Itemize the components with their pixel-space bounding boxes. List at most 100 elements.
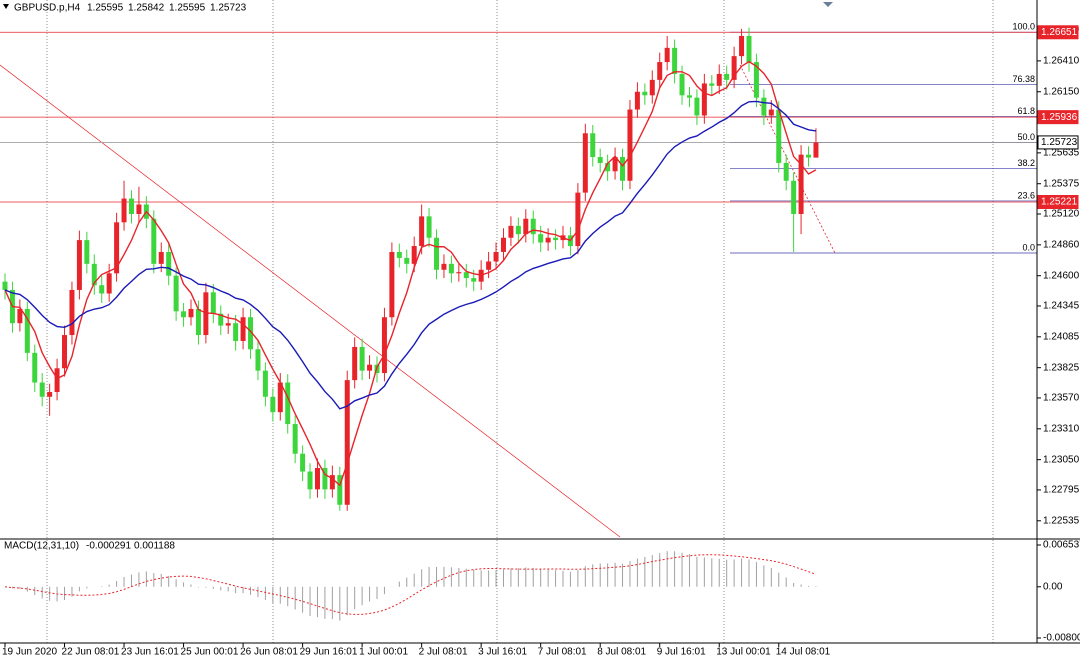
fib-label: 0.0 <box>1022 242 1035 252</box>
fib-label: 61.8 <box>1017 106 1035 116</box>
candle-body <box>99 285 105 294</box>
y-tick-label: 1.25635 <box>1043 148 1080 159</box>
candle-body <box>486 261 492 270</box>
candle-body <box>262 370 268 397</box>
moving-average <box>4 60 817 487</box>
candle-body <box>24 308 30 353</box>
candle-body <box>500 237 506 252</box>
fib-trend-line <box>739 64 836 254</box>
price-box <box>1037 25 1079 40</box>
candle-body <box>47 392 53 397</box>
fib-label: 76.38 <box>1012 74 1035 84</box>
candle-body <box>210 292 216 314</box>
candle-body <box>106 273 112 294</box>
candle-body <box>404 257 410 264</box>
candle-body <box>322 467 328 490</box>
candle-body <box>411 246 417 264</box>
y-tick-label: 1.24345 <box>1043 301 1080 312</box>
candle-body <box>746 35 752 63</box>
candle-body <box>2 281 8 290</box>
y-tick-label: 1.25375 <box>1043 178 1080 189</box>
candle-body <box>367 364 373 371</box>
candle-body <box>538 234 544 243</box>
candle-body <box>188 308 194 318</box>
scroll-marker <box>823 2 833 7</box>
candle-body <box>612 157 618 172</box>
y-tick-label: 1.26410 <box>1043 56 1080 67</box>
candle-body <box>724 73 730 80</box>
candle-body <box>255 349 261 371</box>
candle-body <box>664 47 670 63</box>
price-box <box>1037 195 1079 210</box>
candle-body <box>783 162 789 181</box>
moving-average <box>4 100 817 410</box>
candle-body <box>300 453 306 472</box>
ohlc-high: 1.25842 <box>128 3 165 14</box>
candle-body <box>381 317 387 374</box>
candle-body <box>776 109 782 163</box>
candle-body <box>128 198 134 214</box>
y-tick-label: 1.24085 <box>1043 331 1080 342</box>
macd-main-value: -0.000291 <box>86 541 131 552</box>
candle-body <box>17 308 23 324</box>
candle-body <box>672 47 678 74</box>
candle-body <box>575 192 581 247</box>
candle-body <box>173 275 179 312</box>
candle-body <box>798 154 804 214</box>
x-tick-label: 19 Jun 2020 <box>2 647 57 658</box>
candle-body <box>166 251 172 276</box>
candle-body <box>753 62 759 98</box>
fib-label: 23.6 <box>1017 190 1035 200</box>
candle-body <box>39 382 45 397</box>
candle-body <box>709 83 715 86</box>
candle-body <box>195 308 201 336</box>
y-tick-label: 1.22795 <box>1043 485 1080 496</box>
candle-body <box>768 109 774 116</box>
candle-body <box>620 157 626 181</box>
macd-label: MACD(12,31,10) <box>4 541 79 552</box>
candle-body <box>285 382 291 425</box>
candle-body <box>84 240 90 264</box>
candle-body <box>813 142 819 158</box>
x-tick-label: 1 Jul 00:01 <box>359 647 408 658</box>
y-tick-label: 1.23310 <box>1043 423 1080 434</box>
candle-body <box>649 79 655 96</box>
ohlc-low: 1.25595 <box>169 3 206 14</box>
candle-body <box>657 62 663 80</box>
candle-body <box>76 240 82 290</box>
candle-body <box>493 251 499 262</box>
candle-body <box>337 475 343 505</box>
candle-body <box>359 346 365 371</box>
y-tick-label: 1.24860 <box>1043 239 1080 250</box>
candle-body <box>471 278 477 282</box>
candle-body <box>277 382 283 413</box>
candle-body <box>634 91 640 110</box>
candle-body <box>32 352 38 383</box>
candle-body <box>307 471 313 490</box>
candle-body <box>761 97 767 116</box>
candle-body <box>434 237 440 270</box>
ohlc-close: 1.25723 <box>210 3 247 14</box>
fib-label: 100.0 <box>1012 22 1035 32</box>
candle-body <box>731 56 737 80</box>
x-tick-label: 29 Jun 16:01 <box>300 647 358 658</box>
candle-body <box>389 251 395 318</box>
y-tick-label: 1.24600 <box>1043 270 1080 281</box>
candle-body <box>508 225 514 238</box>
price-box <box>1037 110 1079 125</box>
ohlc-open: 1.25595 <box>87 3 124 14</box>
candle-body <box>605 162 611 172</box>
macd-signal-value: 0.001188 <box>134 541 175 552</box>
price-box-label: 1.25221 <box>1041 197 1078 208</box>
x-tick-label: 13 Jul 00:01 <box>716 647 771 658</box>
candle-body <box>686 95 692 98</box>
fib-label: 38.2 <box>1017 158 1035 168</box>
candle-body <box>233 323 239 341</box>
candle-body <box>478 269 484 282</box>
x-tick-label: 7 Jul 08:01 <box>538 647 587 658</box>
x-tick-label: 2 Jul 08:01 <box>419 647 468 658</box>
candle-body <box>456 272 462 274</box>
candle-body <box>530 218 536 235</box>
macd-signal <box>4 554 817 615</box>
